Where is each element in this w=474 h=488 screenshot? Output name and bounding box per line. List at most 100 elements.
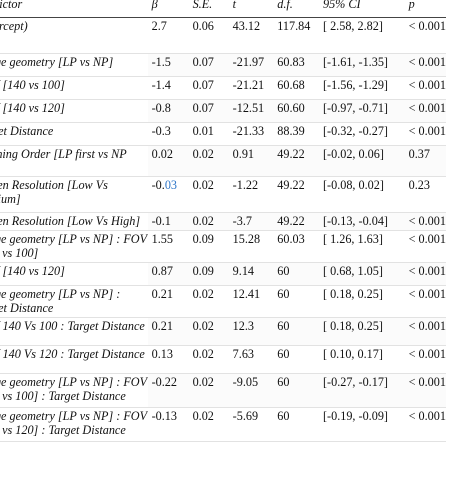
beta-value: 0.13 — [151, 347, 173, 361]
cell-beta: -0.8 — [147, 99, 189, 123]
cell-se: 0.02 — [188, 407, 229, 442]
header-t: t — [228, 0, 274, 18]
cell-beta: -1.5 — [147, 53, 189, 77]
cell-p: < 0.001 — [404, 17, 446, 54]
cell-t: -3.7 — [228, 212, 274, 231]
table-row: Training Order [LP first vs NP first]0.0… — [0, 145, 446, 177]
cell-df: 49.22 — [273, 212, 319, 231]
cell-predictor: FOV 140 Vs 120 : Target Distance — [0, 345, 148, 374]
cell-beta: -0.03 — [147, 176, 189, 213]
cell-predictor: FOV [140 vs 120] — [0, 99, 148, 123]
cell-ci: [-0.19, -0.09] — [318, 407, 405, 442]
beta-value: 0.21 — [151, 319, 173, 333]
beta-value: -0.3 — [151, 124, 171, 138]
cell-se: 0.09 — [188, 262, 229, 286]
cell-p: 0.23 — [404, 176, 446, 213]
cell-df: 49.22 — [273, 145, 319, 177]
cell-df: 117.84 — [273, 17, 319, 54]
cell-se: 0.02 — [188, 176, 229, 213]
cell-predictor: FOV 140 Vs 100 : Target Distance — [0, 317, 148, 346]
beta-value: -0. — [151, 178, 165, 192]
cell-p: < 0.001 — [404, 345, 446, 374]
cell-p: < 0.001 — [404, 373, 446, 408]
beta-value: 2.7 — [151, 19, 167, 33]
cell-se: 0.02 — [188, 373, 229, 408]
cell-beta: -1.4 — [147, 76, 189, 100]
cell-se: 0.09 — [188, 230, 229, 263]
cell-ci: [ 0.18, 0.25] — [318, 317, 405, 346]
header-ci: 95% CI — [318, 0, 405, 18]
cell-se: 0.02 — [188, 212, 229, 231]
cell-ci: [-1.61, -1.35] — [318, 53, 405, 77]
cell-predictor: Screen Resolution [Low Vs Medium] — [0, 176, 148, 213]
table-row: Image geometry [LP vs NP]-1.5 0.07-21.976… — [0, 53, 446, 77]
cell-ci: [-0.13, -0.04] — [318, 212, 405, 231]
beta-value: 0.87 — [151, 264, 173, 278]
header-df: d.f. — [273, 0, 319, 18]
regression-table: Predictor β S.E. t d.f. 95% CI p (Interc… — [0, 0, 446, 442]
cell-df: 60.03 — [273, 230, 319, 263]
cell-p: < 0.001 — [404, 230, 446, 263]
cell-df: 60.68 — [273, 76, 319, 100]
table-row: FOV [140 vs 120]-0.8 0.07-12.5160.60[-0.9… — [0, 99, 446, 123]
table-row: Screen Resolution [Low Vs High]-0.1 0.02-… — [0, 212, 446, 231]
cell-t: 12.3 — [228, 317, 274, 346]
cell-ci: [ 0.68, 1.05] — [318, 262, 405, 286]
cell-ci: [-0.97, -0.71] — [318, 99, 405, 123]
beta-value: -0.8 — [151, 101, 171, 115]
cell-t: -21.97 — [228, 53, 274, 77]
cell-p: 0.37 — [404, 145, 446, 177]
cell-se: 0.02 — [188, 345, 229, 374]
cell-beta: 0.13 — [147, 345, 189, 374]
table-row: Image geometry [LP vs NP] : FOV [140 vs … — [0, 407, 446, 442]
cell-t: 43.12 — [228, 17, 274, 54]
cell-beta: -0.1 — [147, 212, 189, 231]
beta-value: -1.5 — [151, 55, 171, 69]
cell-predictor: Image geometry [LP vs NP] : FOV [140 vs … — [0, 373, 148, 408]
cell-p: < 0.001 — [404, 212, 446, 231]
table-row: Screen Resolution [Low Vs Medium]-0.030.… — [0, 176, 446, 213]
header-predictor: Predictor — [0, 0, 148, 18]
cell-p: < 0.001 — [404, 285, 446, 318]
cell-t: 12.41 — [228, 285, 274, 318]
cell-predictor: Screen Resolution [Low Vs High] — [0, 212, 148, 231]
cell-t: -9.05 — [228, 373, 274, 408]
cell-ci: [ 1.26, 1.63] — [318, 230, 405, 263]
cell-t: -5.69 — [228, 407, 274, 442]
cell-ci: [-0.32, -0.27] — [318, 122, 405, 146]
cell-df: 60 — [273, 285, 319, 318]
cell-se: 0.02 — [188, 285, 229, 318]
cell-p: < 0.001 — [404, 76, 446, 100]
cell-t: 9.14 — [228, 262, 274, 286]
beta-value-highlight: 03 — [164, 178, 177, 192]
cell-beta: 1.55 — [147, 230, 189, 263]
table-row: Target Distance-0.3 0.01-21.3388.39[-0.32… — [0, 122, 446, 146]
cell-se: 0.06 — [188, 17, 229, 54]
cell-ci: [ 0.10, 0.17] — [318, 345, 405, 374]
table-row: Image geometry [LP vs NP] : FOV [140 vs … — [0, 230, 446, 263]
beta-value: 1.55 — [151, 232, 173, 246]
cell-predictor: Image geometry [LP vs NP] : FOV [140 vs … — [0, 230, 148, 263]
cell-predictor: (Intercept) — [0, 17, 148, 54]
cell-beta: -0.3 — [147, 122, 189, 146]
cell-beta: -0.22 — [147, 373, 189, 408]
cell-df: 60 — [273, 407, 319, 442]
beta-value: 0.21 — [151, 287, 173, 301]
header-row: Predictor β S.E. t d.f. 95% CI p — [0, 0, 446, 18]
cell-predictor: FOV [140 vs 120] — [0, 262, 148, 286]
cell-se: 0.07 — [188, 99, 229, 123]
cell-ci: [ 0.18, 0.25] — [318, 285, 405, 318]
cell-predictor: Image geometry [LP vs NP] — [0, 53, 148, 77]
cell-ci: [-0.27, -0.17] — [318, 373, 405, 408]
cell-predictor: Image geometry [LP vs NP] : Target Dista… — [0, 285, 148, 318]
table-row: Image geometry [LP vs NP] : Target Dista… — [0, 285, 446, 318]
cell-beta: 0.02 — [147, 145, 189, 177]
header-beta: β — [147, 0, 189, 18]
cell-p: < 0.001 — [404, 99, 446, 123]
cell-t: -21.33 — [228, 122, 274, 146]
cell-p: < 0.001 — [404, 407, 446, 442]
